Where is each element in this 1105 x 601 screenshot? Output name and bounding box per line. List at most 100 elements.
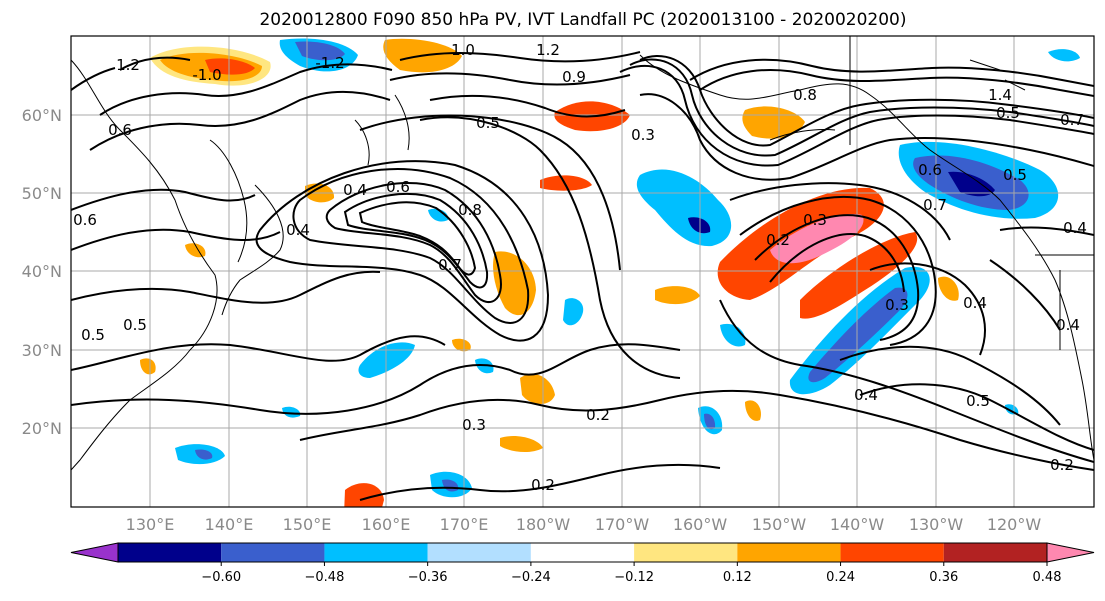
colorbar-segment: [324, 543, 428, 562]
negative-anomaly-region: [704, 413, 716, 430]
positive-anomaly-region: [742, 106, 805, 139]
positive-anomaly-region: [938, 276, 959, 301]
contour-line: [89, 90, 391, 151]
positive-anomaly-region: [493, 251, 536, 316]
contour-line: [71, 188, 256, 211]
contour-label: 0.4: [343, 181, 367, 199]
positive-anomaly-region: [770, 214, 864, 264]
contour-label: 0.4: [1063, 219, 1087, 237]
positive-anomaly-region: [205, 58, 255, 75]
contour-line: [639, 55, 1094, 147]
lat-label: 50°N: [22, 184, 62, 203]
contour-line: [71, 228, 281, 251]
contour-label: 0.7: [1060, 111, 1084, 129]
coastlines: [71, 36, 1094, 471]
coastline: [221, 184, 284, 316]
colorbar-segment: [427, 543, 531, 562]
lon-label: 160°W: [673, 515, 728, 534]
contour-label: 0.5: [1003, 166, 1027, 184]
colorbar-outline: [117, 542, 1048, 563]
positive-anomaly-region: [655, 286, 700, 305]
contour-label: 0.6: [386, 178, 410, 196]
contour-line: [769, 233, 905, 293]
colorbar-tick-label: 0.12: [723, 570, 752, 585]
contour-line: [71, 56, 191, 91]
contour-label: 0.3: [462, 416, 486, 434]
contour-line: [629, 58, 1094, 157]
contour-line: [255, 160, 550, 342]
colorbar-tick-label: −0.24: [511, 570, 551, 585]
contour-label: 1.0: [451, 41, 475, 59]
contour-label: 0.6: [918, 161, 942, 179]
negative-anomaly-region: [948, 171, 995, 197]
colorbar-tick-label: −0.48: [305, 570, 345, 585]
negative-anomaly-region: [358, 342, 415, 378]
contour-line: [343, 193, 489, 289]
colorbar-tick-label: 0.24: [826, 570, 855, 585]
lon-label: 130°E: [126, 515, 175, 534]
positive-anomaly-region: [800, 232, 918, 319]
negative-anomaly-region: [808, 287, 908, 383]
coastline: [769, 129, 836, 141]
negative-anomaly-region: [1048, 49, 1080, 62]
colorbar-tick-label: 0.36: [929, 570, 958, 585]
contour-line: [869, 262, 986, 356]
colorbar-segment: [634, 543, 738, 562]
contour-label: 0.2: [1050, 456, 1074, 474]
lat-label: 20°N: [22, 419, 62, 438]
colorbar-segment: [943, 543, 1047, 562]
lon-label: 180°W: [516, 515, 571, 534]
lon-label: 150°E: [283, 515, 332, 534]
positive-anomaly-region: [500, 436, 543, 453]
positive-anomaly-region: [520, 374, 555, 405]
positive-anomaly-region: [452, 338, 471, 352]
contour-line: [619, 64, 1094, 167]
positive-anomaly-region: [745, 400, 761, 421]
contour-line: [739, 196, 937, 346]
contour-line: [359, 463, 721, 501]
colorbar-tick-label: −0.36: [408, 570, 448, 585]
pv-contours: [71, 51, 1094, 501]
contour-label: 0.2: [766, 231, 790, 249]
contour-label: 0.3: [803, 211, 827, 229]
contour-label: 0.4: [963, 294, 987, 312]
contour-label: 0.9: [562, 68, 586, 86]
contour-label: -1.2: [315, 54, 344, 72]
contour-line: [399, 51, 641, 63]
contour-label: 0.6: [108, 121, 132, 139]
contour-label: 0.5: [81, 326, 105, 344]
lon-label: 140°E: [205, 515, 254, 534]
lon-label: 170°E: [440, 515, 489, 534]
map-frame: [70, 35, 1095, 508]
colorbar-tick-label: −0.12: [614, 570, 654, 585]
contour-label: 0.3: [631, 126, 655, 144]
negative-anomaly-region: [720, 323, 746, 347]
colorbar-tick-label: −0.60: [201, 570, 241, 585]
contour-label: 0.5: [476, 114, 500, 132]
contour-label: 0.5: [966, 392, 990, 410]
contour-line: [325, 181, 502, 304]
contour-line: [699, 69, 1094, 97]
contour-line: [71, 335, 446, 371]
contour-label: 0.7: [923, 196, 947, 214]
colorbar-segment: [840, 543, 944, 562]
negative-anomaly-region: [563, 298, 584, 326]
contour-line: [859, 383, 1094, 451]
contour-line: [71, 343, 681, 415]
longitude-labels: 130°E 140°E 150°E 160°E 170°E 180°W 170°…: [126, 515, 1042, 534]
contour-line: [358, 201, 477, 276]
contour-line: [389, 72, 631, 86]
negative-anomaly-region: [688, 217, 711, 234]
contour-labels: 1.0 1.2 -1.2 1.2 0.9 0.6 0.5 0.3 0.6 0.4…: [73, 41, 1087, 494]
contour-line: [99, 63, 393, 116]
negative-anomaly-region: [428, 208, 449, 222]
contour-line: [299, 389, 1094, 471]
contour-line: [292, 168, 530, 324]
positive-anomaly-region: [540, 175, 592, 191]
contour-line: [989, 259, 1061, 331]
lon-label: 130°W: [909, 515, 964, 534]
positive-anomaly-region: [140, 358, 156, 375]
contour-label: 0.4: [854, 386, 878, 404]
contour-label: 0.2: [586, 406, 610, 424]
